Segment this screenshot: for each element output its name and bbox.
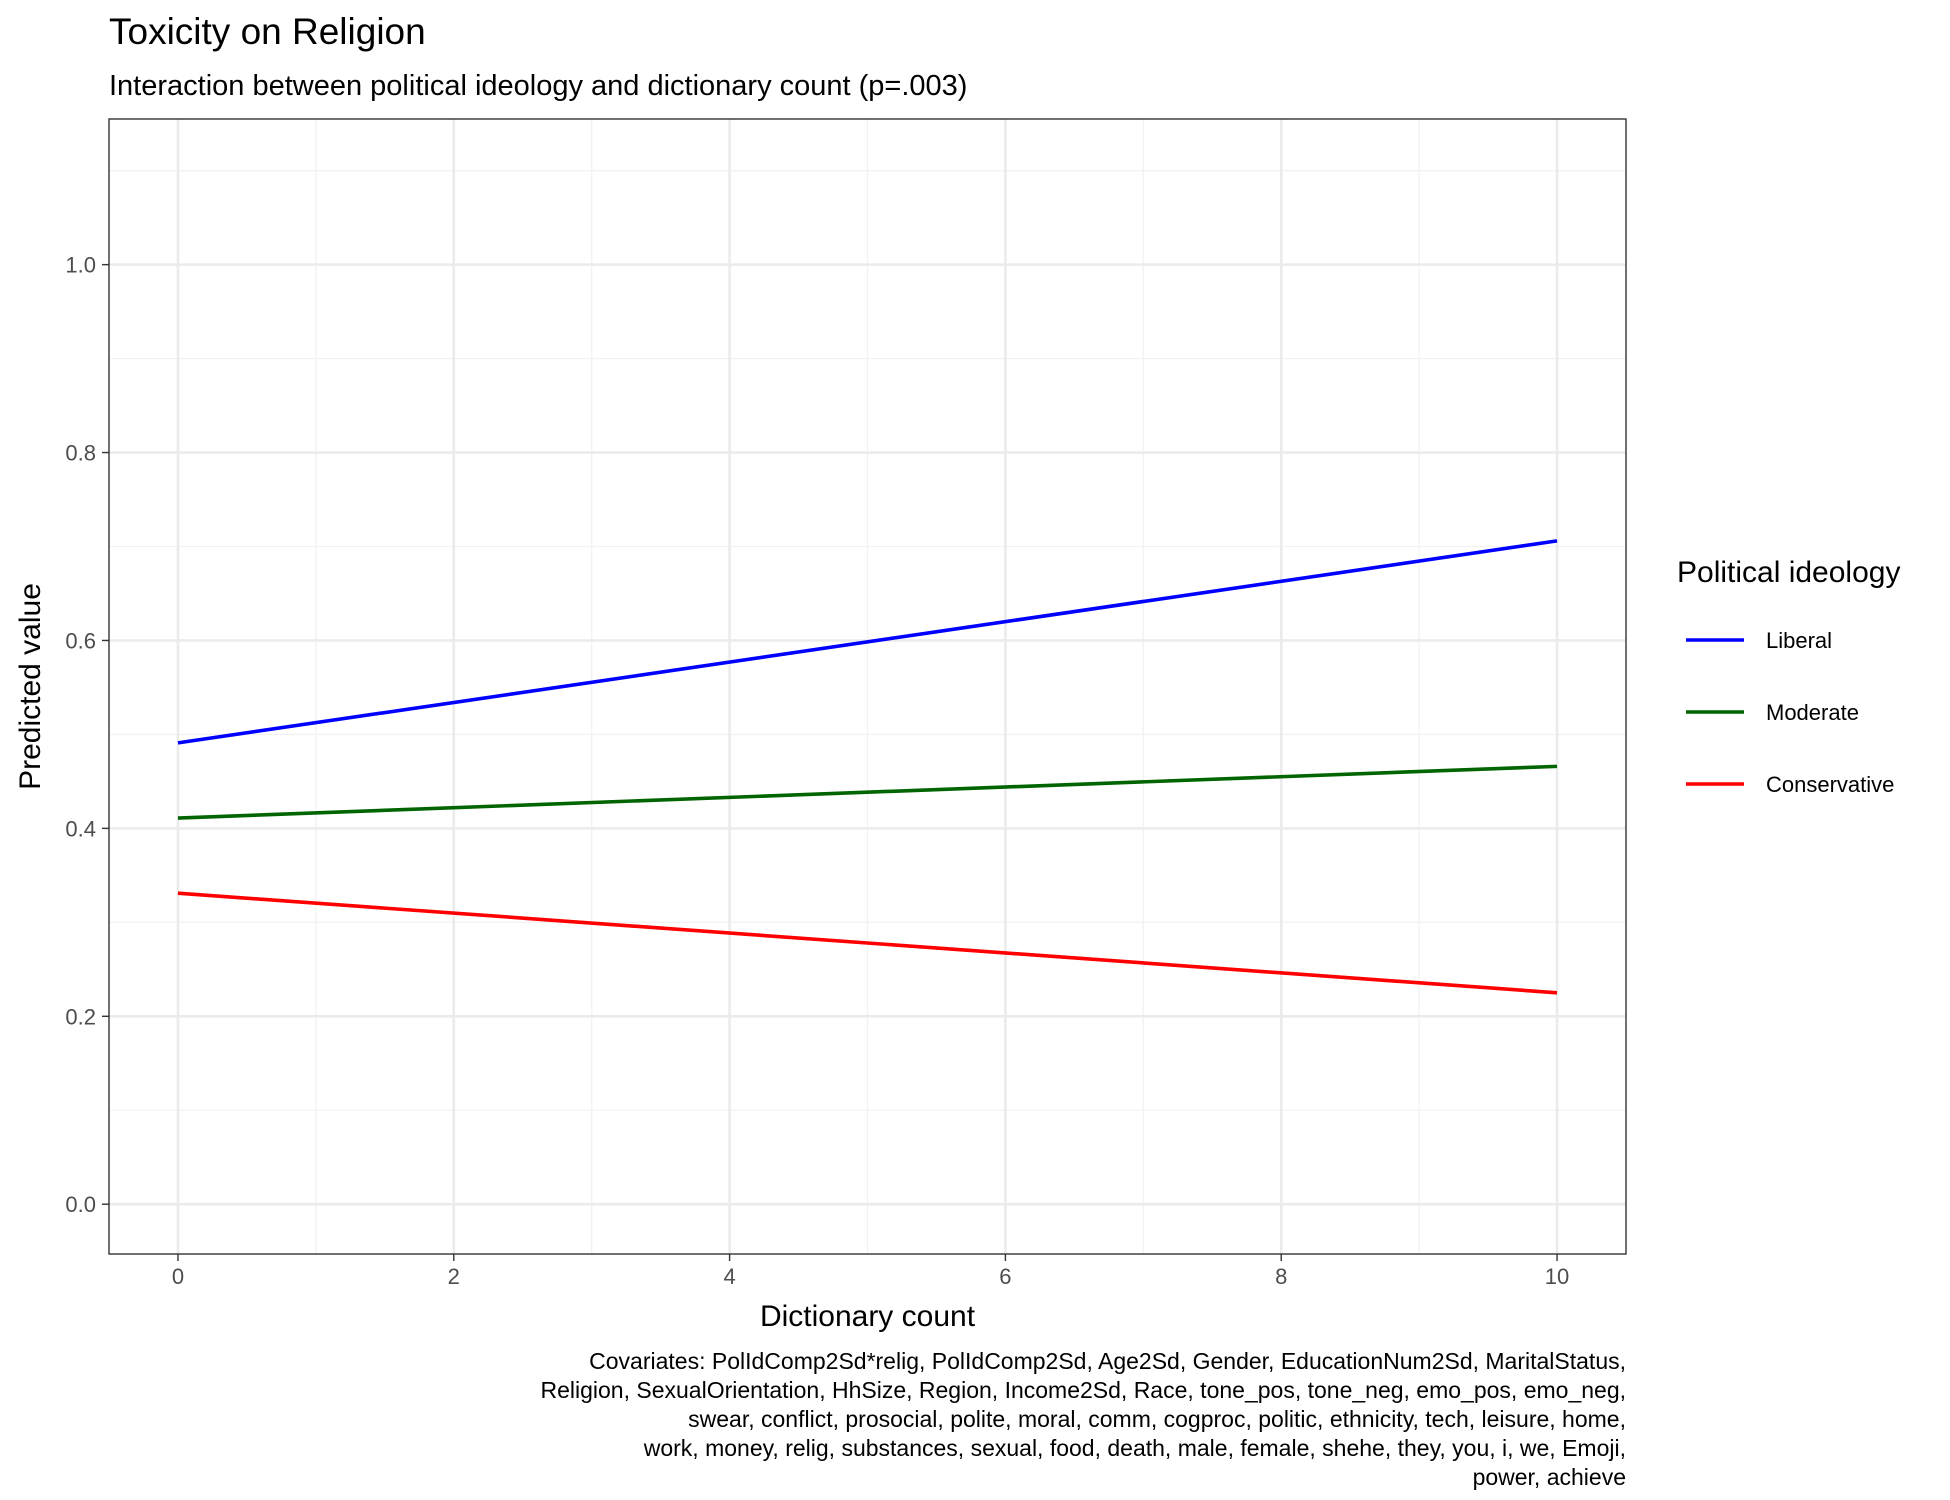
panel-border <box>108 118 1627 1255</box>
y-axis: 0.0 0.2 0.4 0.6 0.8 1.0 <box>65 253 109 1217</box>
caption: Covariates: PolIdComp2Sd*relig, PolIdCom… <box>540 1348 1626 1490</box>
y-tick-label: 0.2 <box>65 1004 96 1029</box>
caption-line: power, achieve <box>1473 1464 1626 1490</box>
series-lines <box>177 539 1558 995</box>
series-line-moderate <box>177 764 1558 820</box>
x-axis: 0 2 4 6 8 10 <box>172 1254 1569 1289</box>
x-tick-label: 10 <box>1545 1264 1569 1289</box>
y-tick-label: 1.0 <box>65 253 96 278</box>
caption-line: Religion, SexualOrientation, HhSize, Reg… <box>540 1377 1626 1403</box>
plot-panel <box>108 118 1627 1255</box>
chart-title: Toxicity on Religion <box>109 11 426 52</box>
legend-title: Political ideology <box>1677 556 1900 589</box>
legend-label-liberal: Liberal <box>1766 628 1832 653</box>
legend-label-conservative: Conservative <box>1766 772 1894 797</box>
caption-line: swear, conflict, prosocial, polite, mora… <box>688 1406 1626 1432</box>
minor-gridlines <box>109 119 1626 1254</box>
y-tick-label: 0.0 <box>65 1192 96 1217</box>
y-axis-title: Predicted value <box>14 583 47 790</box>
x-tick-label: 6 <box>999 1264 1011 1289</box>
major-gridlines <box>109 119 1626 1254</box>
series-line-liberal <box>177 539 1558 745</box>
legend: Political ideology Liberal Moderate Conser… <box>1677 556 1900 797</box>
legend-label-moderate: Moderate <box>1766 700 1859 725</box>
y-tick-label: 0.6 <box>65 628 96 653</box>
x-axis-title: Dictionary count <box>760 1300 976 1333</box>
x-tick-label: 2 <box>448 1264 460 1289</box>
x-tick-label: 4 <box>723 1264 735 1289</box>
y-tick-label: 0.8 <box>65 441 96 466</box>
x-tick-label: 8 <box>1275 1264 1287 1289</box>
y-tick-label: 0.4 <box>65 816 96 841</box>
chart-subtitle: Interaction between political ideology a… <box>109 70 967 102</box>
x-tick-label: 0 <box>172 1264 184 1289</box>
series-line-conservative <box>177 891 1558 995</box>
caption-line: work, money, relig, substances, sexual, … <box>643 1435 1626 1461</box>
caption-line: Covariates: PolIdComp2Sd*relig, PolIdCom… <box>589 1348 1626 1374</box>
